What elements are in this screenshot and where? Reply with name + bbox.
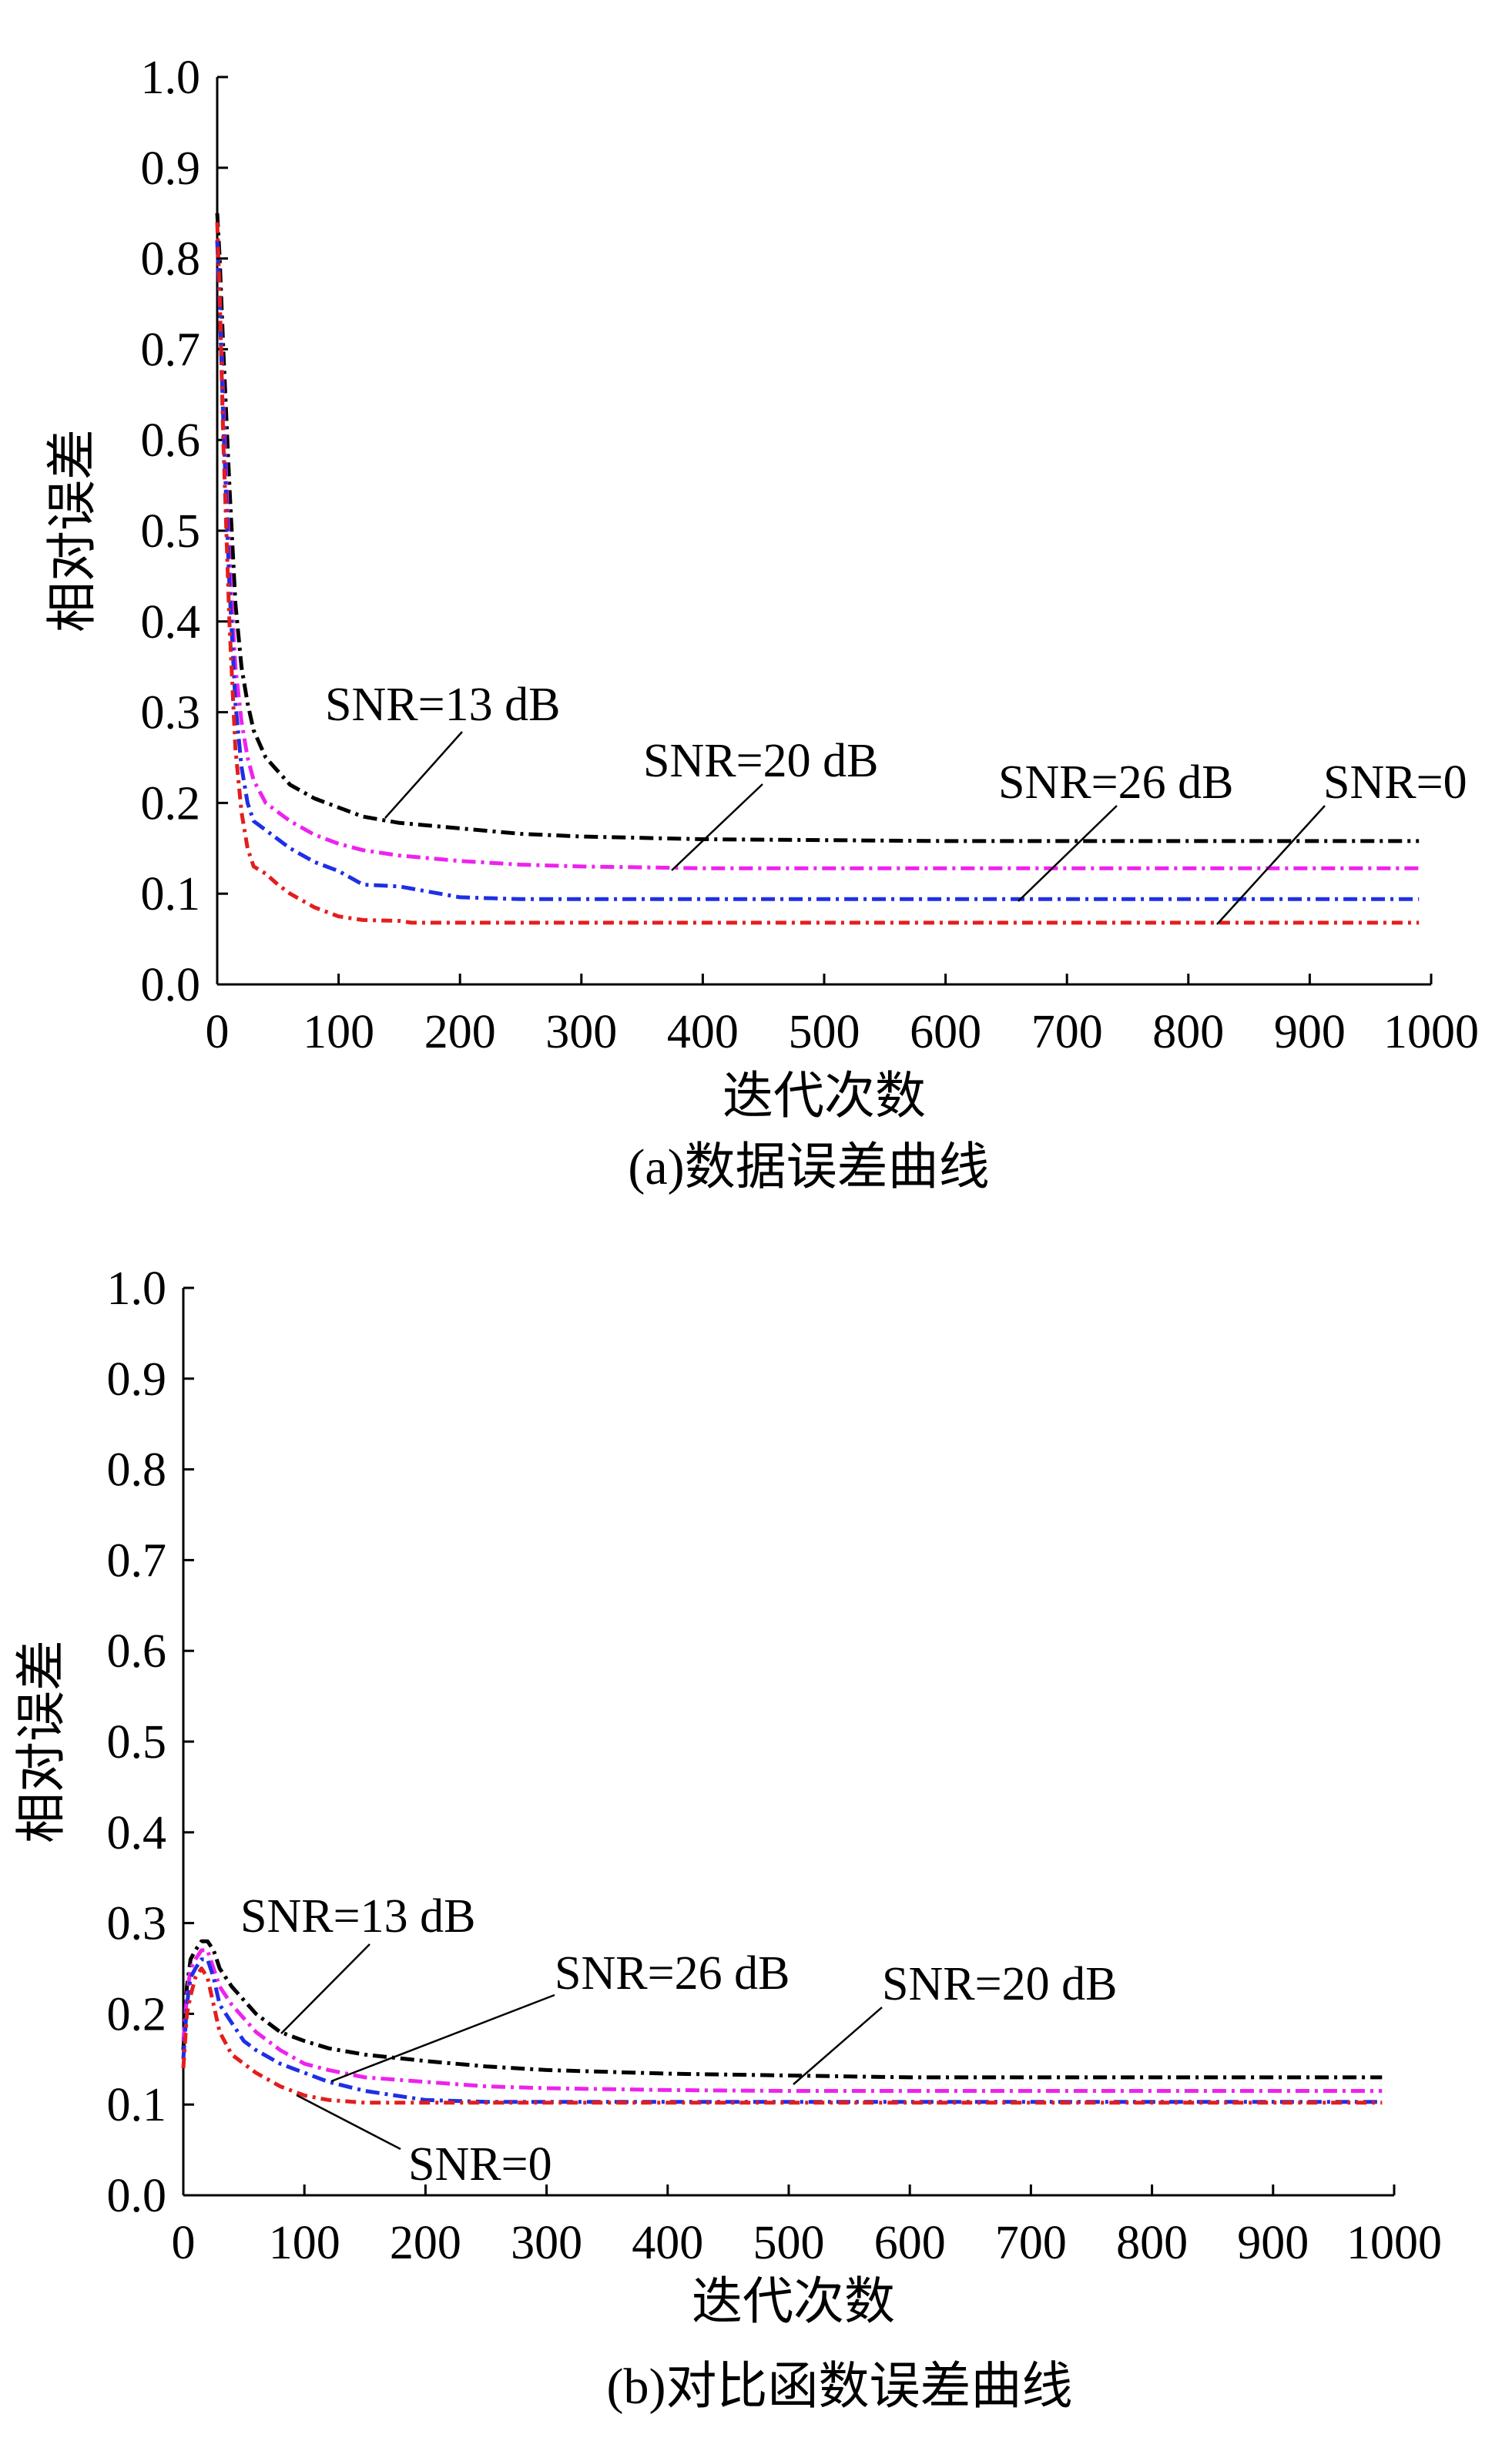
annotation-label: SNR=26 dB <box>555 1947 790 2000</box>
x-tick-label: 300 <box>511 2217 582 2269</box>
figure-caption: (b)对比函数误差曲线 <box>607 2359 1073 2415</box>
y-tick-label: 0.4 <box>107 1807 167 1859</box>
chart-panel-b: 0.0 0.1 0.2 0.3 0.4 0.5 0.6 0.7 0.8 0.9 1.0 0 100 200… <box>14 1262 1442 2415</box>
annotation-label: SNR=0 <box>1323 756 1467 809</box>
annotation-label: SNR=20 dB <box>643 735 878 787</box>
x-tick-label: 400 <box>632 2217 703 2269</box>
x-tick-label: 900 <box>1274 1006 1346 1058</box>
y-tick-label: 0.7 <box>141 324 201 376</box>
series-line-snr20 <box>181 1948 1383 2093</box>
x-tick-label: 100 <box>303 1006 374 1058</box>
annotation-leader-line <box>1216 805 1326 925</box>
x-tick-label: 800 <box>1116 2217 1188 2269</box>
x-tick-label: 100 <box>269 2217 340 2269</box>
annotation-label: SNR=20 dB <box>882 1958 1117 2010</box>
x-tick-label: 200 <box>424 1006 496 1058</box>
x-tick-label: 700 <box>995 2217 1067 2269</box>
y-tick-label: 0.0 <box>141 959 201 1011</box>
series-line-snr13 <box>181 1939 1383 2080</box>
y-tick-label: 0.9 <box>107 1353 167 1406</box>
annotation-leader-line <box>296 2094 401 2151</box>
annotation-label: SNR=13 dB <box>240 1890 475 1943</box>
annotation-label: SNR=0 <box>408 2138 552 2191</box>
y-tick-label: 0.8 <box>107 1444 167 1497</box>
y-tick-label: 1.0 <box>107 1262 167 1315</box>
x-axis-label: 迭代次数 <box>692 2274 895 2330</box>
y-axis-label: 相对误差 <box>45 429 101 632</box>
x-tick-label: 200 <box>390 2217 461 2269</box>
y-tick-label: 0.5 <box>107 1716 167 1769</box>
x-tick-label: 0 <box>206 1006 230 1058</box>
x-tick-label: 600 <box>910 1006 981 1058</box>
annotation-leader-line <box>793 2007 883 2085</box>
x-tick-label: 300 <box>545 1006 617 1058</box>
y-tick-label: 0.9 <box>141 143 201 195</box>
x-tick-label: 1000 <box>1383 1006 1479 1058</box>
x-tick-label: 0 <box>172 2217 196 2269</box>
annotation-leader-line <box>330 1993 555 2083</box>
y-axis-label: 相对误差 <box>14 1640 70 1843</box>
x-tick-label: 400 <box>667 1006 739 1058</box>
series-line-snr26 <box>215 240 1420 901</box>
x-axis-label: 迭代次数 <box>722 1068 926 1125</box>
annotation-leader-line <box>280 1943 370 2034</box>
annotation-leader-line <box>384 731 463 819</box>
y-tick-label: 1.0 <box>141 52 201 104</box>
series-line-snr26 <box>181 1957 1383 2104</box>
y-tick-label: 0.1 <box>141 868 201 920</box>
y-tick-label: 0.1 <box>107 2079 167 2131</box>
y-tick-label: 0.5 <box>141 505 201 558</box>
y-tick-label: 0.8 <box>141 233 201 286</box>
series-line-snr0 <box>215 222 1420 925</box>
x-tick-label: 500 <box>789 1006 860 1058</box>
y-tick-label: 0.2 <box>107 1988 167 2040</box>
y-tick-label: 0.0 <box>107 2170 167 2222</box>
x-tick-label: 500 <box>753 2217 825 2269</box>
annotation-label: SNR=13 dB <box>325 679 560 731</box>
annotation-label: SNR=26 dB <box>998 756 1233 809</box>
y-tick-label: 0.3 <box>107 1898 167 1950</box>
x-tick-label: 800 <box>1152 1006 1224 1058</box>
y-tick-label: 0.7 <box>107 1534 167 1587</box>
x-tick-label: 1000 <box>1346 2217 1442 2269</box>
annotation-leader-line <box>671 783 763 871</box>
series-line-snr0 <box>181 1967 1383 2105</box>
y-tick-label: 0.2 <box>141 777 201 830</box>
y-tick-label: 0.6 <box>141 414 201 467</box>
y-tick-label: 0.6 <box>107 1625 167 1678</box>
figure-caption: (a)数据误差曲线 <box>628 1139 989 1195</box>
series-line-snr13 <box>215 213 1420 843</box>
x-tick-label: 900 <box>1237 2217 1309 2269</box>
annotation-leader-line <box>1017 805 1118 902</box>
chart-panel-a: 0.0 0.1 0.2 0.3 0.4 0.5 0.6 0.7 0.8 0.9 1.0 0 100 200… <box>45 52 1479 1195</box>
x-tick-label: 600 <box>874 2217 946 2269</box>
y-tick-label: 0.3 <box>141 687 201 739</box>
x-tick-label: 700 <box>1031 1006 1103 1058</box>
y-tick-label: 0.4 <box>141 596 201 649</box>
